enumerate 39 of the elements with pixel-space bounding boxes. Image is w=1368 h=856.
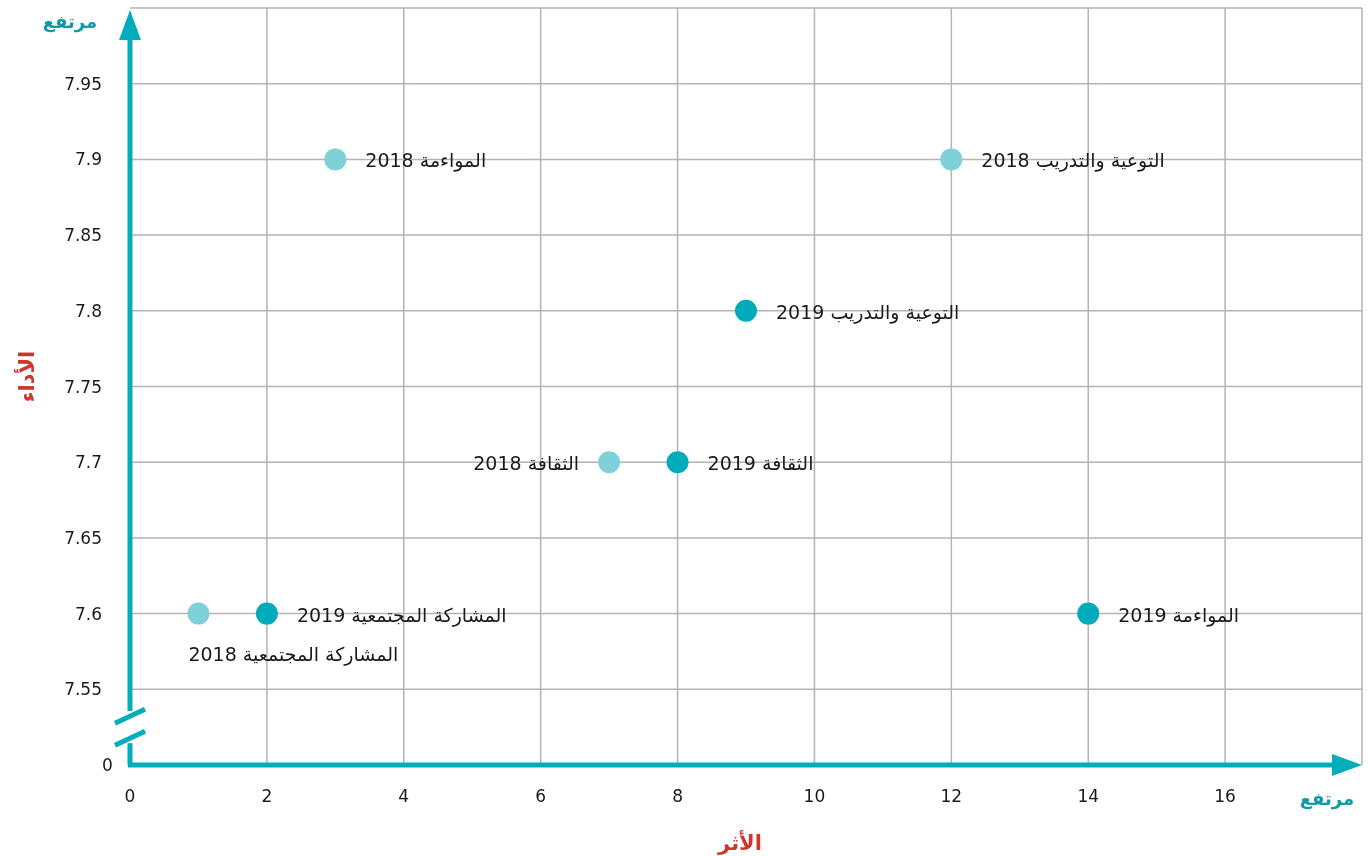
annotation: التوعية والتدريب 2019 — [776, 300, 960, 324]
y-tick-label: 7.8 — [74, 300, 102, 321]
x-tick-label: 2 — [261, 786, 273, 806]
point — [940, 148, 963, 171]
x-tick-label: 6 — [535, 786, 547, 806]
y-tick-label: 7.75 — [64, 376, 102, 397]
y-tick-label: 7.9 — [74, 149, 102, 170]
text: 0 — [102, 755, 113, 775]
annotation: الثقافة 2019 — [707, 452, 814, 475]
y-tick-label: 7.55 — [64, 679, 102, 700]
annotation: المواءمة 2019 — [1118, 603, 1240, 627]
point — [1077, 602, 1100, 625]
annotation: المواءمة 2018 — [365, 149, 487, 173]
y-axis-title: الأداء — [13, 350, 39, 403]
annotation: الثقافة 2018 — [473, 452, 580, 475]
y-tick-label: 7.6 — [74, 603, 102, 624]
x-tick-label: 8 — [672, 786, 683, 806]
x-tick-label: 16 — [1214, 786, 1236, 806]
annotation: المشاركة المجتمعية 2019 — [296, 603, 507, 627]
point — [735, 299, 757, 322]
text: مرتفع — [1299, 788, 1355, 810]
x-tick-label: 12 — [940, 786, 963, 806]
y-tick-label: 7.85 — [64, 225, 102, 246]
y-tick-label: 7.7 — [74, 452, 102, 473]
y-tick-label: 7.65 — [64, 527, 102, 548]
text: مرتفع — [42, 11, 98, 33]
y-tick-label: 7.95 — [64, 73, 102, 94]
point — [187, 602, 210, 625]
x-tick-label: 0 — [124, 786, 136, 806]
x-tick-label: 4 — [398, 786, 410, 806]
x-tick-label: 14 — [1077, 786, 1100, 806]
point — [598, 451, 621, 474]
annotation: التوعية والتدريب 2018 — [981, 149, 1165, 173]
x-tick-label: 10 — [803, 786, 826, 806]
annotation: المشاركة المجتمعية 2018 — [188, 642, 399, 666]
point — [666, 451, 689, 474]
x-axis-title: الأثر — [717, 829, 762, 855]
point — [255, 602, 278, 625]
point — [324, 148, 347, 171]
